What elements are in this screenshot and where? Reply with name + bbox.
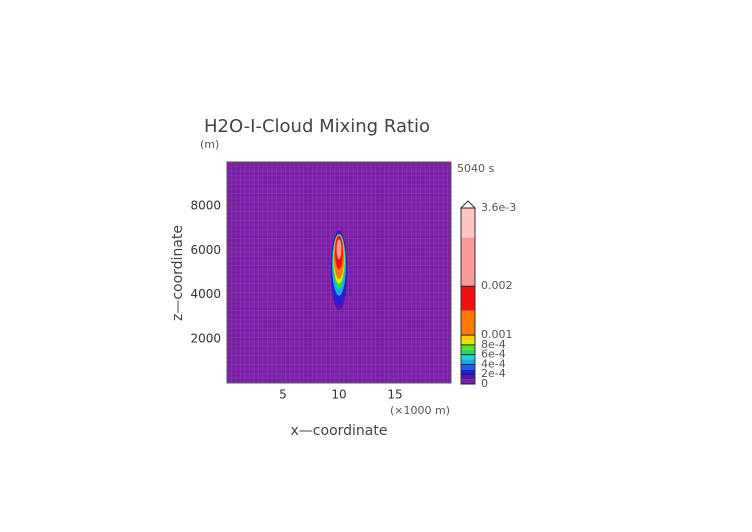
- x-tick-label: 15: [387, 388, 402, 402]
- y-tick-label: 8000: [190, 199, 221, 213]
- y-tick-label: 6000: [190, 243, 221, 257]
- colorbar-tick-label: 0: [481, 377, 488, 390]
- colorbar-band: [461, 379, 475, 384]
- colorbar-band: [461, 340, 475, 345]
- x-tick-label: 10: [331, 388, 346, 402]
- colorbar-tick-label: 0.002: [481, 279, 513, 292]
- colorbar-band: [461, 286, 475, 311]
- colorbar-band: [461, 237, 475, 287]
- y-unit: (m): [200, 138, 219, 151]
- chart-title: H2O-I-Cloud Mixing Ratio: [204, 116, 430, 137]
- colorbar-band: [461, 349, 475, 355]
- colorbar-band: [461, 359, 475, 365]
- y-tick-label: 4000: [190, 287, 221, 301]
- colorbar-tick-label: 2e-4: [481, 367, 506, 380]
- colorbar-band: [461, 310, 475, 336]
- colorbar-band: [461, 208, 475, 238]
- colorbar-band: [461, 344, 475, 350]
- colorbar-extend: [459, 200, 477, 209]
- contour-region: [336, 239, 342, 260]
- y-tick-label: 2000: [190, 331, 221, 345]
- colorbar-band: [461, 374, 475, 380]
- colorbar-band: [461, 369, 475, 375]
- time-label: 5040 s: [457, 162, 494, 175]
- colorbar-band: [461, 354, 475, 360]
- x-axis-label: x—coordinate: [291, 423, 388, 439]
- colorbar-band: [461, 335, 475, 340]
- colorbar-tick-label: 4e-4: [481, 357, 506, 370]
- colorbar-tick-label: 8e-4: [481, 338, 506, 351]
- colorbar-tick-label: 6e-4: [481, 348, 506, 361]
- colorbar-tick-label: 3.6e-3: [481, 201, 516, 214]
- x-unit: (×1000 m): [390, 404, 450, 417]
- x-tick-label: 5: [279, 388, 287, 402]
- colorbar-tick-label: 0.001: [481, 328, 513, 341]
- y-axis-label: z—coordinate: [170, 225, 186, 321]
- colorbar-band: [461, 364, 475, 370]
